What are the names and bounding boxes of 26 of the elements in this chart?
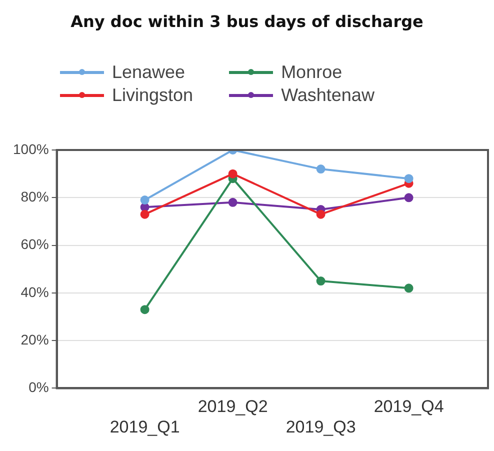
point — [140, 196, 150, 205]
point — [404, 193, 414, 202]
point — [140, 210, 150, 219]
point — [404, 174, 414, 184]
x-tick-label: 2019_Q1 — [110, 417, 180, 436]
legend-label: Livingston — [112, 85, 194, 106]
y-tick-label: 40% — [20, 284, 49, 300]
y-tick-label: 60% — [20, 236, 49, 252]
y-tick-label: 20% — [20, 331, 49, 348]
point — [228, 169, 238, 178]
legend-label: Monroe — [281, 62, 342, 83]
legend-label: Lenawee — [112, 62, 186, 83]
point — [316, 276, 326, 286]
point — [316, 210, 326, 219]
point — [316, 164, 326, 174]
point — [404, 284, 414, 293]
x-tick-label: 2019_Q3 — [286, 417, 356, 436]
point — [228, 198, 238, 207]
y-tick-label: 80% — [20, 188, 49, 204]
legend-label: Washtenaw — [281, 85, 374, 106]
y-tick-label: 100% — [12, 140, 49, 157]
chart-title: Any doc within 3 bus days of discharge — [70, 12, 424, 31]
x-tick-label: 2019_Q2 — [198, 397, 268, 416]
x-tick-label: 2019_Q4 — [374, 397, 444, 416]
point — [140, 305, 150, 314]
y-tick-label: 0% — [28, 379, 49, 396]
